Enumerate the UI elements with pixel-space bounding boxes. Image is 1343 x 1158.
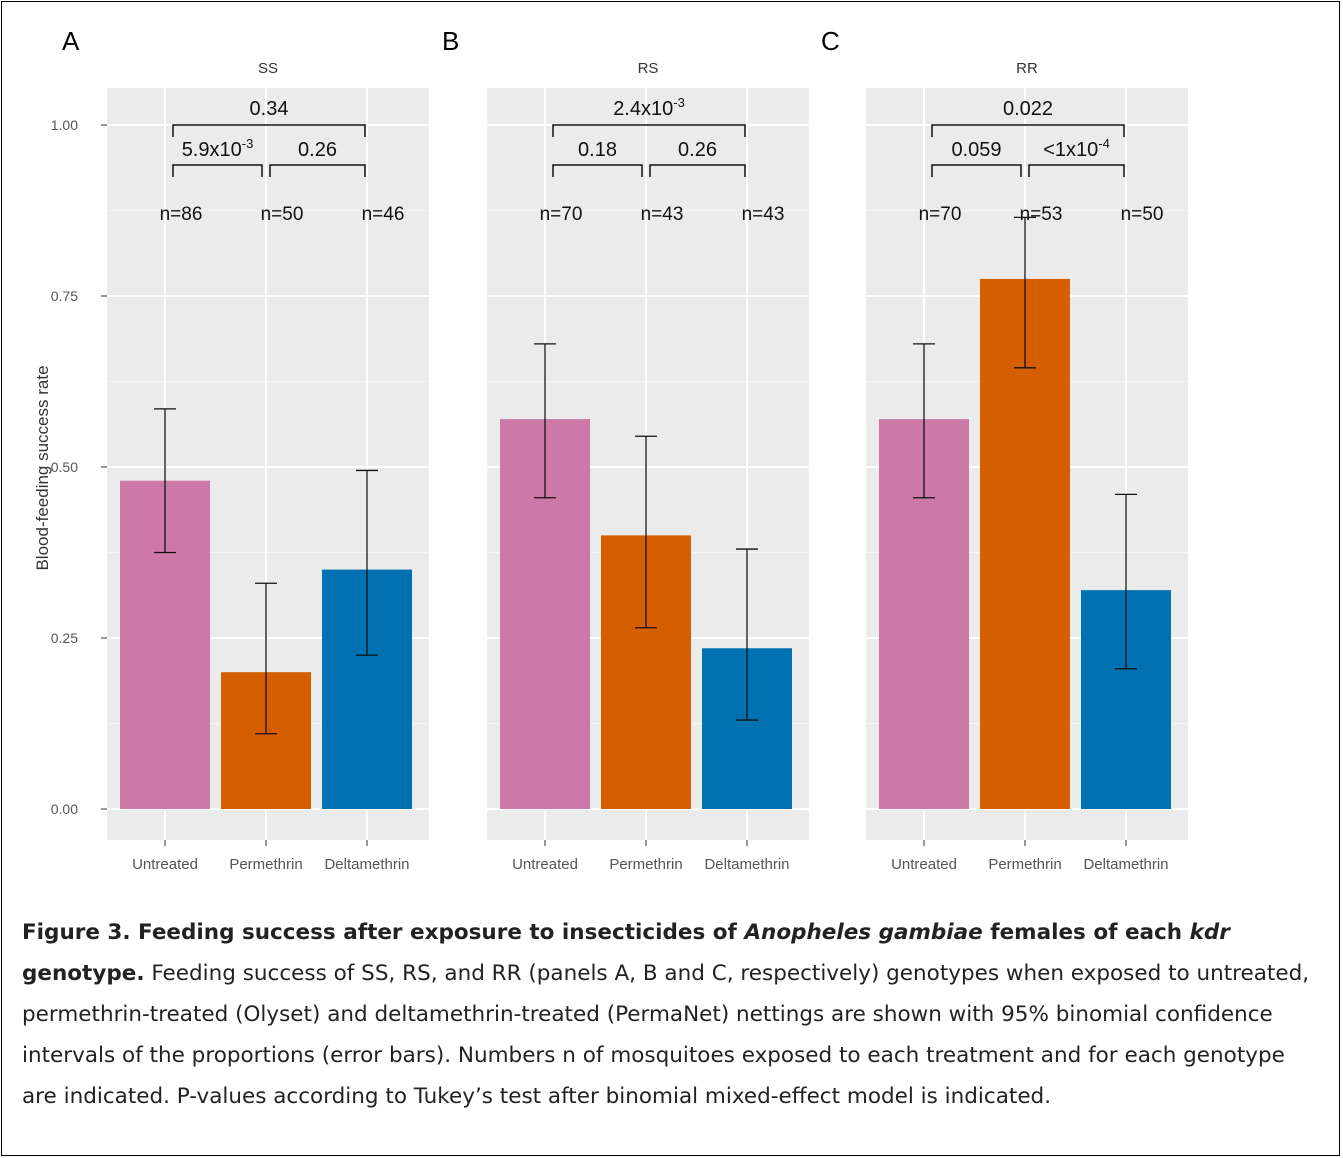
pvalue-top: 0.34 — [250, 98, 289, 120]
n-label: n=53 — [1020, 204, 1063, 225]
x-tick-label: Deltamethrin — [1083, 856, 1168, 873]
x-tick-label: Permethrin — [988, 856, 1061, 873]
bracket-right — [1028, 164, 1125, 177]
bracket-top — [172, 124, 366, 137]
y-tick-label: 0.75 — [51, 288, 78, 304]
n-label: n=70 — [919, 204, 962, 225]
n-label: n=50 — [261, 204, 304, 225]
bracket-right — [649, 164, 746, 177]
pvalue-left: 5.9x10-3 — [182, 136, 254, 161]
x-tick-label: Permethrin — [229, 856, 302, 873]
panel-rr: C RR Untreated Permethrin Deltamethrin n=70 n=… — [821, 26, 1188, 873]
bracket-left — [931, 164, 1022, 177]
panel-rs: B RS Untreated Permethrin Deltamethrin n=70 n=… — [442, 26, 809, 873]
y-tick-label: 0.50 — [51, 459, 78, 475]
x-tick-label: Untreated — [891, 856, 957, 873]
panel-title: RS — [638, 60, 659, 77]
caption-species: Anopheles gambiae — [744, 920, 983, 945]
bracket-left — [552, 164, 643, 177]
x-tick-label: Untreated — [132, 856, 198, 873]
pvalue-left: 0.18 — [578, 139, 617, 161]
bracket-left — [172, 164, 263, 177]
bracket-top — [552, 124, 746, 137]
caption-bold-3: genotype. — [22, 961, 145, 986]
x-tick-label: Deltamethrin — [324, 856, 409, 873]
bracket-right — [269, 164, 366, 177]
caption-bold-2: females of each — [982, 920, 1190, 945]
panel-ss: A SS Untreated Permethrin Deltamethrin n=86 n=… — [62, 26, 429, 873]
panel-letter: A — [62, 26, 80, 56]
bracket-top — [931, 124, 1125, 137]
panel-letter: B — [442, 26, 459, 56]
x-tick-label: Permethrin — [609, 856, 682, 873]
n-label: n=43 — [641, 204, 684, 225]
chart: Blood-feeding success rate 0.00 0.25 0.50 0.… — [33, 26, 1188, 873]
figure-caption: Figure 3. Feeding success after exposure… — [22, 912, 1312, 1117]
pvalue-top: 2.4x10-3 — [613, 95, 685, 120]
pvalue-right: 0.26 — [298, 139, 337, 161]
n-label: n=70 — [540, 204, 583, 225]
panel-letter: C — [821, 26, 840, 56]
caption-gene: kdr — [1189, 920, 1230, 945]
n-label: n=46 — [362, 204, 405, 225]
y-tick-label: 0.25 — [51, 630, 78, 646]
y-tick-label: 0.00 — [51, 801, 78, 817]
y-tick-label: 1.00 — [51, 117, 78, 133]
pvalue-top: 0.022 — [1003, 98, 1053, 120]
pvalue-right: <1x10-4 — [1043, 136, 1110, 161]
caption-text: Feeding success of SS, RS, and RR (panel… — [22, 961, 1310, 1109]
n-label: n=43 — [742, 204, 785, 225]
caption-bold-1: Figure 3. Feeding success after exposure… — [22, 920, 745, 945]
pvalue-left: 0.059 — [951, 139, 1001, 161]
pvalue-right: 0.26 — [678, 139, 717, 161]
y-axis-label: Blood-feeding success rate — [33, 365, 52, 570]
panel-title: SS — [258, 60, 278, 77]
x-tick-label: Untreated — [512, 856, 578, 873]
x-tick-label: Deltamethrin — [704, 856, 789, 873]
n-label: n=50 — [1121, 204, 1164, 225]
panel-title: RR — [1016, 60, 1038, 77]
n-label: n=86 — [160, 204, 203, 225]
